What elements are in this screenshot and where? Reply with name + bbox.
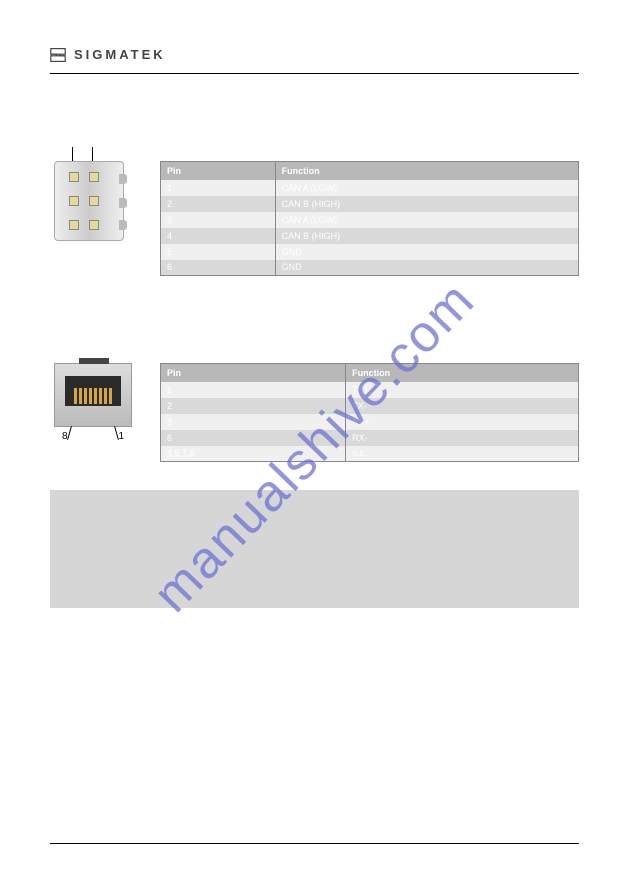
table-header-pin: Pin [161,364,346,382]
page-header: SIGMATEK ETT 732 S-DIAS TOUCH OPERATING … [50,42,579,74]
sigmatek-logo-icon [50,47,66,63]
table-cell: CAN A (LOW) [275,212,578,228]
brand-logo: SIGMATEK [50,47,166,63]
header-doc-title: ETT 732 S-DIAS TOUCH OPERATING PANEL [392,50,579,60]
table-cell: 3 [161,212,276,228]
footer-page: Page 21 [549,848,579,857]
table-cell: 2 [161,196,276,212]
table-cell: GND [275,244,578,260]
table-cell: 3 [161,414,346,430]
info-box-text: Only for use in LAN, not for connection … [60,500,335,510]
rj45-pinout-table: PinFunction 1TX+ 2TX- 3RX+ 6RX- 4,5,7,8n… [160,363,579,462]
section-2: 8 1 PinFunction 1TX+ 2TX- 3RX+ 6RX- 4,5,… [50,363,579,462]
table-header-func: Function [275,162,578,180]
table-cell: 1 [161,180,276,196]
table-cell: 4,5,7,8 [161,446,346,462]
table-cell: n.c. [346,446,579,462]
page-footer: 14.04.2022 Page 21 [50,843,579,857]
table-cell: RX- [346,430,579,446]
table-cell: 4 [161,228,276,244]
table-header-pin: Pin [161,162,276,180]
table-header-func: Function [346,364,579,382]
section-2-title: X4: Ethernet (RJ45) [50,312,579,323]
section-1-title: X3: CAN (6-pin Weidmüller 1217250000) [50,110,579,121]
footer-date: 14.04.2022 [50,848,90,857]
info-box: Only for use in LAN, not for connection … [50,490,579,608]
table-cell: CAN B (HIGH) [275,196,578,212]
table-cell: CAN B (HIGH) [275,228,578,244]
connector-1-diagram [50,161,136,276]
brand-name: SIGMATEK [74,47,166,62]
rj45-pin-label-1: 1 [118,431,124,442]
table-cell: CAN A (LOW) [275,180,578,196]
table-cell: GND [275,260,578,276]
rj45-diagram: 8 1 [50,363,136,462]
section-1: PinFunction 1CAN A (LOW) 2CAN B (HIGH) 3… [50,161,579,276]
table-cell: TX+ [346,382,579,398]
table-cell: 6 [161,260,276,276]
connector-1-pinout-table: PinFunction 1CAN A (LOW) 2CAN B (HIGH) 3… [160,161,579,276]
table-cell: TX- [346,398,579,414]
table-cell: 6 [161,430,346,446]
table-cell: 2 [161,398,346,414]
table-cell: RX+ [346,414,579,430]
table-cell: 5 [161,244,276,260]
table-cell: 1 [161,382,346,398]
